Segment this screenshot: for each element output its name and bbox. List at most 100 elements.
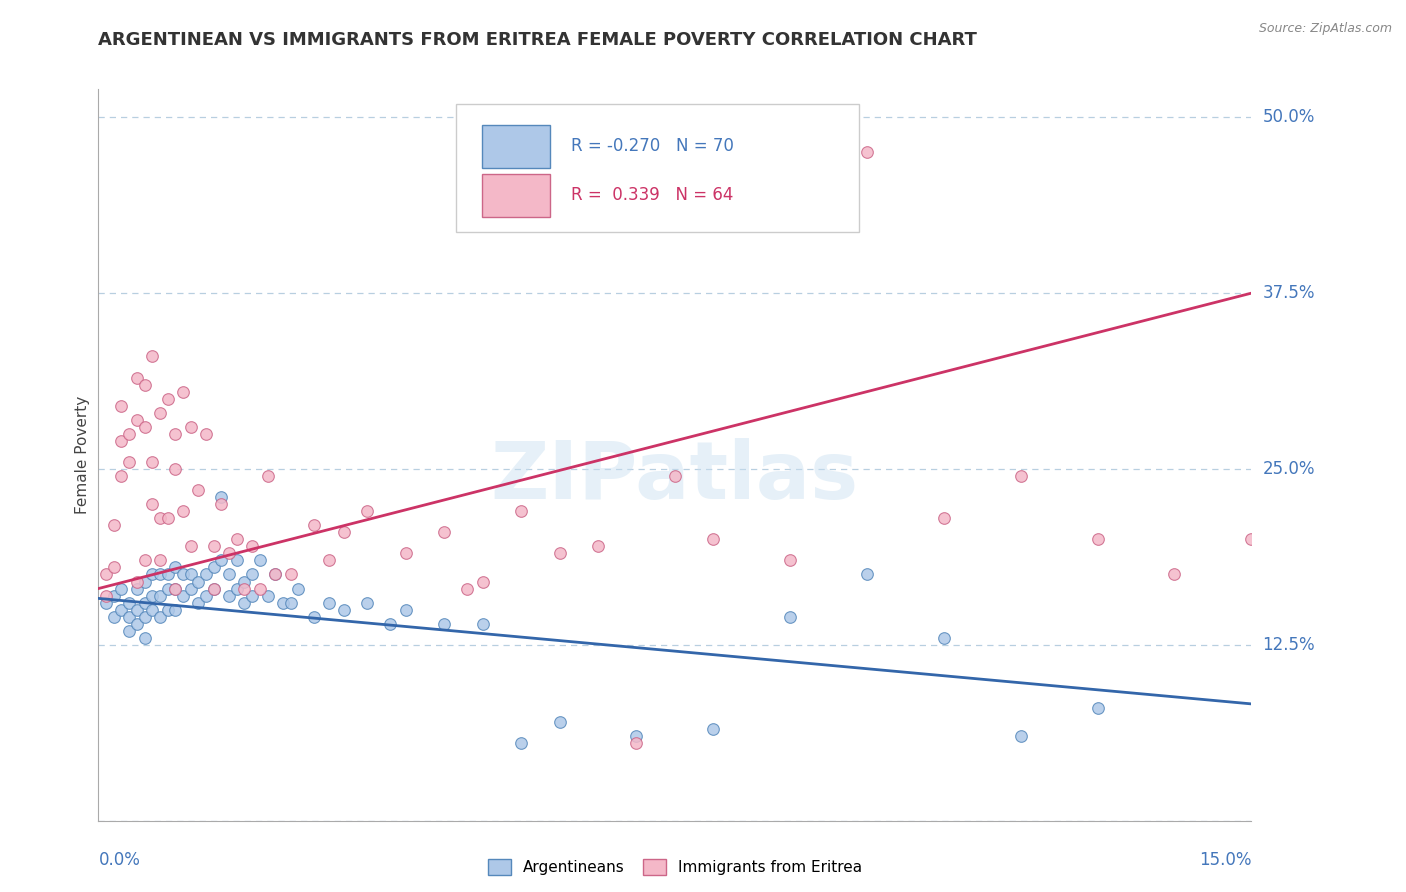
Point <box>779 553 801 567</box>
Point <box>125 616 148 631</box>
Point <box>180 539 202 553</box>
Point <box>702 533 724 547</box>
Point <box>141 350 163 364</box>
Point <box>134 377 156 392</box>
Point <box>256 589 278 603</box>
Point <box>156 511 179 525</box>
Point <box>318 596 340 610</box>
Point <box>356 504 378 518</box>
Point <box>456 582 478 596</box>
Point <box>225 582 247 596</box>
Point <box>118 426 141 441</box>
Point <box>202 539 225 553</box>
Point <box>172 589 194 603</box>
Point <box>233 582 256 596</box>
Point <box>134 609 156 624</box>
Point <box>134 596 156 610</box>
Point <box>240 539 263 553</box>
Text: 0.0%: 0.0% <box>98 851 141 869</box>
Point <box>165 582 187 596</box>
Point <box>302 518 325 533</box>
Text: 15.0%: 15.0% <box>1199 851 1251 869</box>
Point <box>141 497 163 511</box>
Y-axis label: Female Poverty: Female Poverty <box>75 396 90 514</box>
FancyBboxPatch shape <box>482 125 550 168</box>
Point <box>209 490 232 504</box>
Point <box>586 539 609 553</box>
Point <box>149 589 172 603</box>
Point <box>195 426 218 441</box>
Text: R = -0.270   N = 70: R = -0.270 N = 70 <box>571 137 734 155</box>
Point <box>318 553 340 567</box>
Point <box>202 582 225 596</box>
Point <box>110 469 132 483</box>
Point <box>380 616 402 631</box>
Point <box>856 567 879 582</box>
Point <box>172 567 194 582</box>
FancyBboxPatch shape <box>456 103 859 232</box>
Point <box>932 631 955 645</box>
Point <box>165 426 187 441</box>
Point <box>118 624 141 638</box>
Point <box>141 602 163 616</box>
Point <box>103 609 125 624</box>
Point <box>110 399 132 413</box>
Point <box>149 406 172 420</box>
Point <box>209 553 232 567</box>
Text: Source: ZipAtlas.com: Source: ZipAtlas.com <box>1258 22 1392 36</box>
Point <box>149 609 172 624</box>
Point <box>626 729 648 743</box>
Point <box>218 589 240 603</box>
Point <box>118 609 141 624</box>
Point <box>1163 567 1185 582</box>
Point <box>433 616 456 631</box>
Point <box>180 582 202 596</box>
Point <box>110 582 132 596</box>
Point <box>180 567 202 582</box>
Point <box>287 582 309 596</box>
Point <box>134 553 156 567</box>
Point <box>240 589 263 603</box>
Text: 50.0%: 50.0% <box>1263 108 1315 127</box>
Point <box>156 582 179 596</box>
Point <box>932 511 955 525</box>
Point <box>395 602 418 616</box>
Point <box>471 574 494 589</box>
Point <box>165 602 187 616</box>
Point <box>141 589 163 603</box>
Point <box>149 553 172 567</box>
Point <box>110 434 132 448</box>
Point <box>225 533 247 547</box>
Legend: Argentineans, Immigrants from Eritrea: Argentineans, Immigrants from Eritrea <box>479 851 870 882</box>
Point <box>510 736 533 750</box>
Point <box>141 567 163 582</box>
Point <box>218 546 240 560</box>
Text: R =  0.339   N = 64: R = 0.339 N = 64 <box>571 186 734 204</box>
Point <box>209 497 232 511</box>
Point <box>165 582 187 596</box>
Text: 37.5%: 37.5% <box>1263 285 1315 302</box>
Point <box>149 511 172 525</box>
Point <box>333 525 356 540</box>
FancyBboxPatch shape <box>482 174 550 217</box>
Point <box>240 567 263 582</box>
Point <box>195 589 218 603</box>
Point <box>702 723 724 737</box>
Point <box>125 370 148 384</box>
Point <box>271 596 294 610</box>
Point <box>165 462 187 476</box>
Text: 12.5%: 12.5% <box>1263 636 1315 654</box>
Point <box>103 589 125 603</box>
Point <box>141 455 163 469</box>
Point <box>180 419 202 434</box>
Point <box>172 504 194 518</box>
Point <box>172 384 194 399</box>
Point <box>249 582 271 596</box>
Point <box>1240 533 1263 547</box>
Point <box>134 574 156 589</box>
Text: ZIPatlas: ZIPatlas <box>491 438 859 516</box>
Point <box>125 413 148 427</box>
Point <box>187 596 209 610</box>
Point <box>118 455 141 469</box>
Point <box>125 582 148 596</box>
